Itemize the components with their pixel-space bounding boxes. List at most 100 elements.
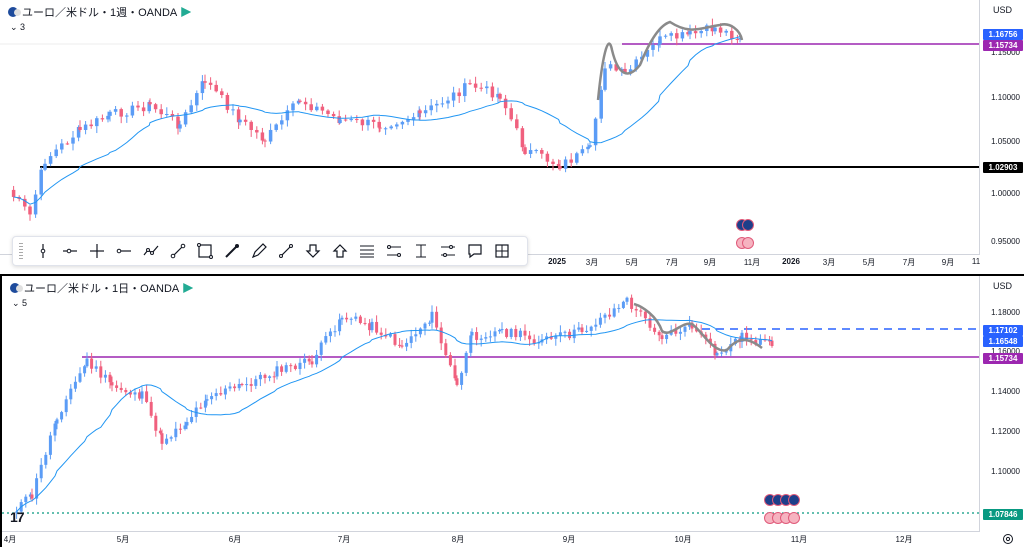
daily-chart-canvas[interactable] xyxy=(2,276,980,531)
daily-price-axis[interactable]: USD 1.18000 1.16000 1.14000 1.12000 1.10… xyxy=(979,276,1024,547)
candle-body xyxy=(89,124,93,127)
candle-body xyxy=(593,118,598,146)
callout-icon[interactable] xyxy=(461,238,488,264)
daily-time-axis[interactable]: 4月 5月 6月 7月 8月 9月 10月 11月 12月 xyxy=(2,531,980,548)
candle-body xyxy=(585,330,589,332)
weekly-currency-button[interactable]: USD xyxy=(988,4,1016,16)
candle-body xyxy=(140,391,144,399)
candle-body xyxy=(106,115,110,120)
parallel-channel-icon[interactable] xyxy=(380,238,407,264)
price-tick: 1.10000 xyxy=(991,467,1020,476)
candle-body xyxy=(658,36,662,45)
candle-body xyxy=(291,103,295,111)
candle-body xyxy=(558,332,562,336)
candle-body xyxy=(406,119,410,122)
cross-line-icon[interactable] xyxy=(83,238,110,264)
time-tick: 7月 xyxy=(902,258,916,267)
candle-body xyxy=(272,376,276,378)
candle-body xyxy=(349,119,353,121)
candle-body xyxy=(331,113,336,117)
daily-symbol-title[interactable]: ユーロ／米ドル・1日・OANDA xyxy=(24,283,180,295)
daily-currency-button[interactable]: USD xyxy=(988,280,1016,292)
candle-body xyxy=(219,393,223,395)
candle-body xyxy=(358,316,362,323)
candle-body xyxy=(663,35,668,37)
candle-body xyxy=(24,496,28,503)
brush-icon[interactable] xyxy=(218,238,245,264)
candle-body xyxy=(479,338,483,340)
candle-body xyxy=(368,323,372,331)
price-tick: 1.14000 xyxy=(991,387,1020,396)
candle-body xyxy=(371,119,376,122)
candle-body xyxy=(233,386,237,389)
price-tag-purple-line: 1.15734 xyxy=(983,353,1023,364)
weekly-chart-pane[interactable]: ユーロ／米ドル・1週・OANDA ⌄ 3 USD 1.15000 1.10000… xyxy=(0,0,1024,271)
economic-event-eu-icon[interactable] xyxy=(788,494,800,506)
price-tag-green-line: 1.07846 xyxy=(983,509,1023,520)
economic-event-us-icon[interactable] xyxy=(742,237,754,249)
candle-body xyxy=(384,334,388,337)
time-tick: 7月 xyxy=(665,258,679,267)
candle-body xyxy=(690,322,694,329)
time-tick: 6月 xyxy=(228,535,242,544)
weekly-chart-canvas[interactable] xyxy=(0,0,980,254)
candle-body xyxy=(417,110,421,118)
candle-body xyxy=(475,332,479,340)
candle-body xyxy=(183,112,188,125)
candle-body xyxy=(263,140,267,142)
candle-body xyxy=(23,198,27,207)
weekly-indicator-toggle[interactable]: ⌄ 3 xyxy=(10,22,26,32)
toolbar-drag-handle[interactable] xyxy=(19,243,23,259)
candle-body xyxy=(598,317,602,325)
daily-indicator-toggle[interactable]: ⌄ 5 xyxy=(12,298,28,308)
trend-line-icon[interactable] xyxy=(164,238,191,264)
candle-body xyxy=(298,362,302,370)
price-tag-current: 1.16548 xyxy=(983,336,1023,347)
candle-body xyxy=(54,149,58,157)
rectangle-icon[interactable] xyxy=(191,238,218,264)
candle-body xyxy=(498,329,502,332)
horizontal-ray-icon[interactable] xyxy=(56,238,83,264)
candle-body xyxy=(158,430,162,434)
fib-retracement-icon[interactable] xyxy=(353,238,380,264)
time-tick: 3月 xyxy=(585,258,599,267)
candle-body xyxy=(621,301,625,308)
price-range-icon[interactable] xyxy=(407,238,434,264)
candle-body xyxy=(545,153,550,162)
daily-chart-pane[interactable]: ユーロ／米ドル・1日・OANDA ⌄ 5 USD 1.18000 1.16000… xyxy=(0,274,1024,548)
horizontal-line-icon[interactable] xyxy=(110,238,137,264)
candle-body xyxy=(660,335,664,340)
economic-event-us-icon[interactable] xyxy=(788,512,800,524)
candle-body xyxy=(688,31,692,35)
drawing-toolbar[interactable] xyxy=(12,236,528,266)
long-position-icon[interactable] xyxy=(488,238,515,264)
arrow-up-icon[interactable] xyxy=(326,238,353,264)
price-tick: 0.95000 xyxy=(991,237,1020,246)
arrow-line-icon[interactable] xyxy=(272,238,299,264)
path-icon[interactable] xyxy=(137,238,164,264)
candle-body xyxy=(532,339,536,344)
date-range-icon[interactable] xyxy=(434,238,461,264)
candle-body xyxy=(35,478,39,499)
candle-body xyxy=(608,64,613,69)
candle-body xyxy=(523,330,527,336)
vertical-line-icon[interactable] xyxy=(29,238,56,264)
candle-body xyxy=(307,358,311,362)
pen-icon[interactable] xyxy=(245,238,272,264)
candle-body xyxy=(444,343,448,356)
candle-body xyxy=(460,372,464,385)
candle-body xyxy=(713,343,717,356)
arrow-down-icon[interactable] xyxy=(299,238,326,264)
weekly-price-axis[interactable]: USD 1.15000 1.10000 1.05000 1.00000 0.95… xyxy=(979,0,1024,270)
candle-body xyxy=(623,68,627,73)
price-tick: 1.16000 xyxy=(991,347,1020,356)
tradingview-logo[interactable]: 17 xyxy=(10,509,25,525)
economic-event-eu-icon[interactable] xyxy=(742,219,754,231)
candle-body xyxy=(28,494,32,497)
price-tick: 1.00000 xyxy=(991,189,1020,198)
weekly-symbol-title[interactable]: ユーロ／米ドル・1週・OANDA xyxy=(22,7,178,19)
candle-body xyxy=(366,119,370,126)
candle-body xyxy=(639,310,643,312)
candle-body xyxy=(154,415,158,431)
settings-gear-icon[interactable] xyxy=(1002,533,1014,545)
